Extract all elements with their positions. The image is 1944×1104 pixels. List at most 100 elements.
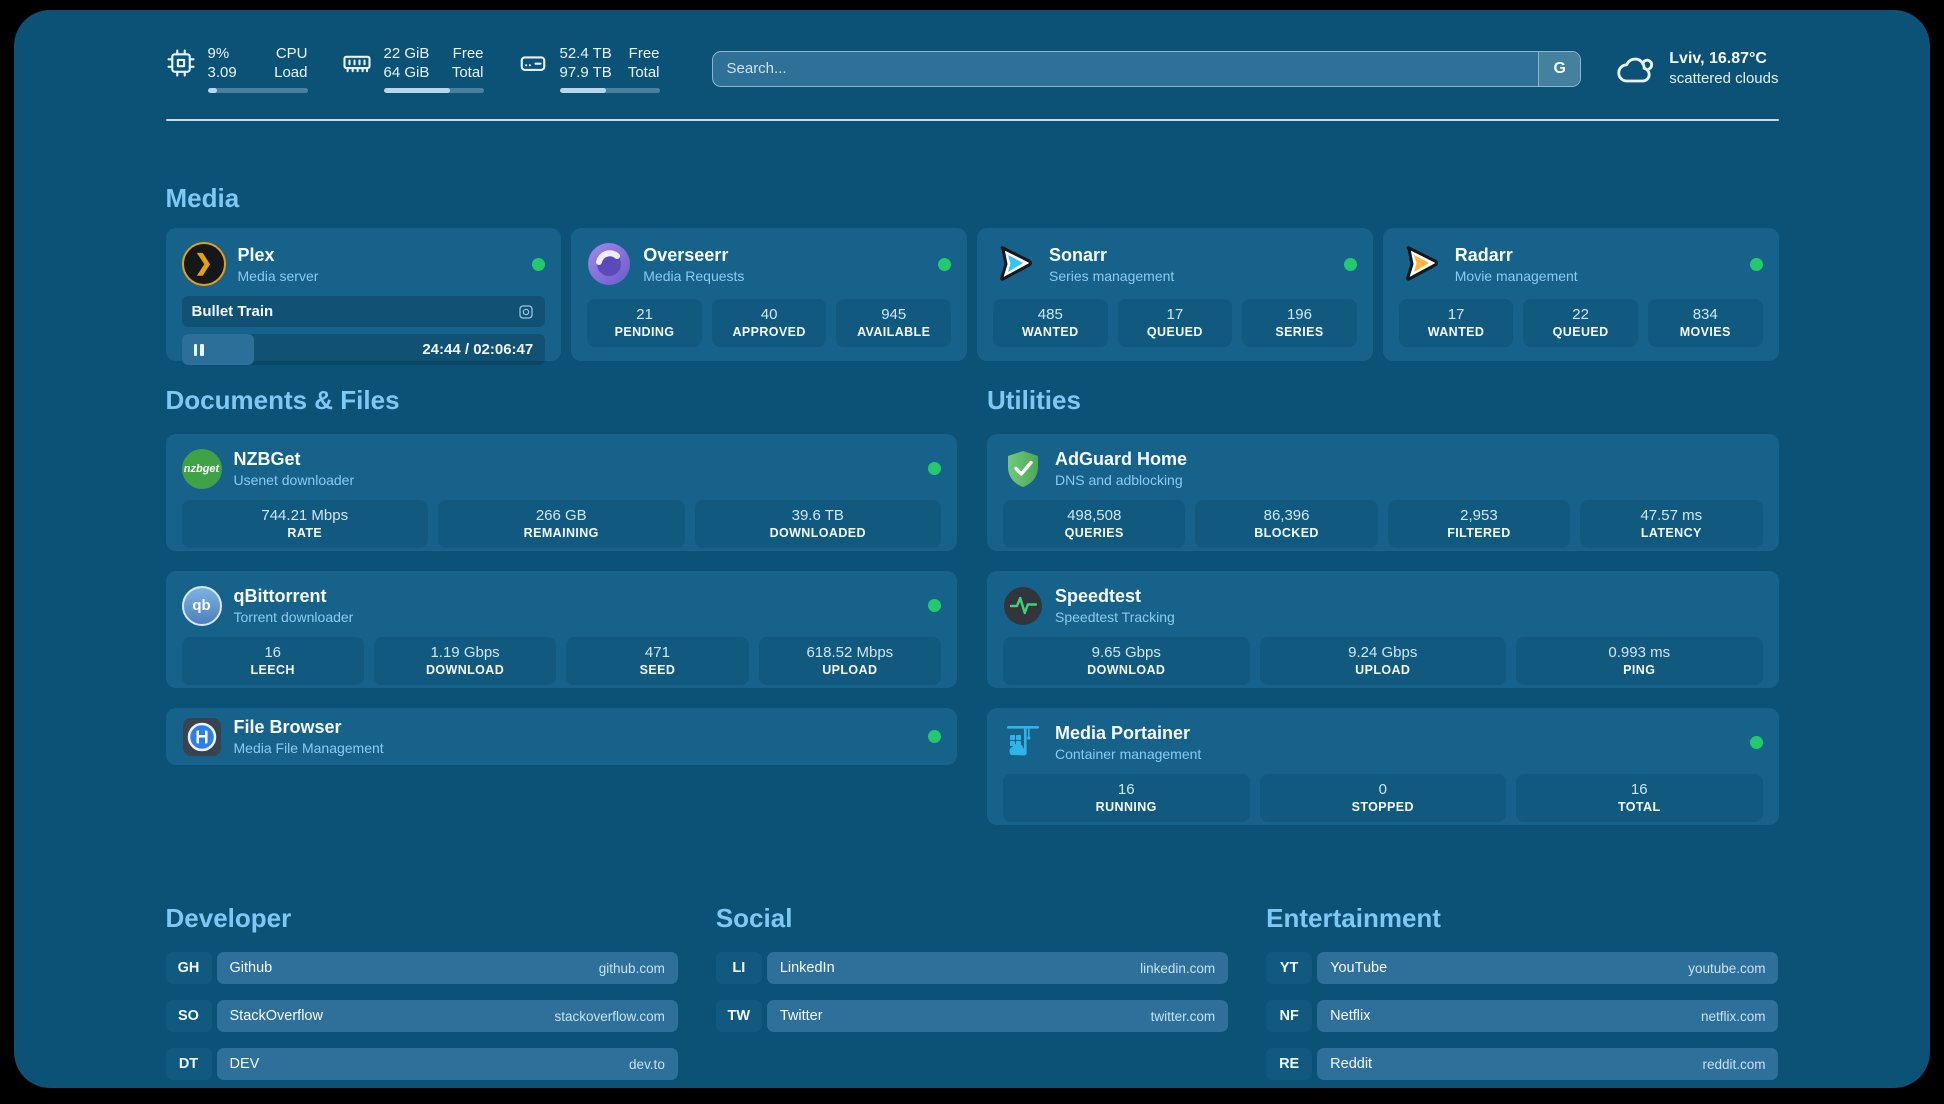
camera-icon[interactable]	[517, 303, 535, 321]
stat-tile: 744.21 Mbps RATE	[181, 500, 428, 548]
stat-tile: 17 WANTED	[1398, 299, 1514, 347]
nzbget-icon: nzbget	[181, 448, 222, 489]
disk-progress-bar	[559, 88, 660, 93]
stat-tile: 40 APPROVED	[711, 299, 827, 347]
app-subtitle: Speedtest Tracking	[1055, 609, 1175, 625]
stat-tile: 16 LEECH	[181, 637, 364, 685]
app-card-nzbget[interactable]: nzbget NZBGet Usenet downloader 744.21 M…	[165, 434, 957, 551]
portainer-icon	[1003, 723, 1043, 763]
weather-location-temp: Lviv, 16.87°C	[1669, 50, 1767, 67]
status-badge	[532, 257, 546, 271]
bookmark-twitter[interactable]: TW Twitter twitter.com	[715, 1000, 1229, 1032]
ram-label-1: Free	[452, 45, 484, 62]
bookmark-url: reddit.com	[1702, 1056, 1766, 1072]
bookmark-name: Reddit	[1330, 1056, 1373, 1072]
disk-stat: 52.4 TB Free 97.9 TB Total	[518, 44, 660, 93]
disk-label-2: Total	[627, 64, 660, 81]
app-title: File Browser	[233, 717, 342, 737]
bookmark-url: dev.to	[629, 1056, 665, 1072]
status-badge	[1343, 257, 1357, 271]
stat-tile: 0 STOPPED	[1259, 774, 1506, 822]
app-card-overseerr[interactable]: Overseerr Media Requests 21 PENDING 40 A…	[571, 228, 967, 361]
playback-time: 24:44 / 02:06:47	[422, 341, 534, 358]
app-card-portainer[interactable]: Media Portainer Container management 16 …	[987, 708, 1779, 825]
cpu-label-1: CPU	[275, 45, 308, 62]
stat-tile: 9.65 Gbps DOWNLOAD	[1003, 637, 1250, 685]
bookmark-abbr: YT	[1266, 952, 1313, 984]
app-title: NZBGet	[233, 449, 301, 469]
stat-tile: 39.6 TB DOWNLOADED	[694, 500, 941, 548]
cpu-label-2: Load	[274, 64, 308, 81]
qbittorrent-icon: qb	[181, 585, 222, 626]
cloud-icon	[1617, 57, 1654, 82]
stat-tile: 2,953 FILTERED	[1387, 500, 1571, 548]
app-card-filebrowser[interactable]: File Browser Media File Management	[165, 708, 957, 765]
stat-tile: 9.24 Gbps UPLOAD	[1259, 637, 1506, 685]
speedtest-icon	[1003, 586, 1043, 626]
disk-label-1: Free	[628, 45, 660, 62]
ram-icon	[342, 55, 371, 73]
stat-tile: 16 TOTAL	[1516, 774, 1763, 822]
stat-tile: 47.57 ms LATENCY	[1580, 500, 1763, 548]
stat-tile: 834 MOVIES	[1647, 299, 1763, 347]
bookmark-url: netflix.com	[1700, 1008, 1766, 1024]
playback-progress-bar[interactable]: 24:44 / 02:06:47	[181, 334, 546, 365]
bookmark-reddit[interactable]: RE Reddit reddit.com	[1266, 1048, 1779, 1080]
top-bar: 9% CPU 3.09 Load 22 GiB	[166, 10, 1779, 93]
app-card-plex[interactable]: ❯ Plex Media server Bullet Train	[165, 228, 562, 365]
bookmark-name: StackOverflow	[229, 1008, 323, 1024]
app-subtitle: Usenet downloader	[233, 472, 355, 488]
section-title-documents: Documents & Files	[165, 385, 400, 415]
app-subtitle: Series management	[1049, 267, 1175, 284]
sonarr-icon	[993, 242, 1037, 286]
app-card-adguard[interactable]: AdGuard Home DNS and adblocking 498,508 …	[987, 434, 1779, 551]
disk-icon	[520, 56, 545, 71]
cpu-icon	[166, 49, 195, 77]
section-title-media: Media	[165, 183, 240, 213]
ram-stat: 22 GiB Free 64 GiB Total	[342, 44, 484, 93]
stat-tile: 1.19 Gbps DOWNLOAD	[373, 637, 557, 685]
bookmark-youtube[interactable]: YT YouTube youtube.com	[1266, 952, 1779, 984]
stat-tile: 22 QUEUED	[1523, 299, 1638, 347]
stat-tile: 266 GB REMAINING	[438, 500, 685, 548]
disk-free-value: 52.4 TB	[559, 45, 612, 62]
stat-tile: 196 SERIES	[1242, 299, 1357, 347]
ram-free-value: 22 GiB	[383, 45, 430, 62]
app-card-qbittorrent[interactable]: qb qBittorrent Torrent downloader 16 LEE…	[165, 571, 957, 688]
plex-icon: ❯	[181, 242, 226, 286]
pause-icon[interactable]	[193, 343, 204, 356]
search-bar: G	[711, 50, 1582, 87]
app-title: Sonarr	[1049, 244, 1108, 265]
ram-progress-bar	[383, 88, 484, 93]
now-playing-title: Bullet Train	[191, 303, 274, 320]
bookmark-abbr: GH	[165, 952, 212, 984]
app-title: Radarr	[1454, 244, 1513, 265]
bookmark-url: twitter.com	[1150, 1008, 1216, 1024]
bookmark-netflix[interactable]: NF Netflix netflix.com	[1266, 1000, 1779, 1032]
bookmark-dev[interactable]: DT DEV dev.to	[165, 1048, 678, 1080]
weather-widget[interactable]: Lviv, 16.87°C scattered clouds	[1615, 49, 1779, 88]
app-card-speedtest[interactable]: Speedtest Speedtest Tracking 9.65 Gbps D…	[987, 571, 1779, 688]
search-engine-button[interactable]: G	[1538, 51, 1581, 86]
section-title-entertainment: Entertainment	[1266, 903, 1441, 933]
app-card-sonarr[interactable]: Sonarr Series management 485 WANTED 17 Q…	[977, 228, 1373, 361]
bookmark-github[interactable]: GH Github github.com	[165, 952, 678, 984]
section-title-social: Social	[715, 903, 793, 933]
app-title: qBittorrent	[233, 586, 327, 606]
header-divider	[165, 119, 1779, 121]
app-card-radarr[interactable]: Radarr Movie management 17 WANTED 22 QUE…	[1382, 228, 1779, 361]
status-badge	[1749, 736, 1763, 749]
bookmark-name: Netflix	[1330, 1008, 1371, 1024]
bookmark-linkedin[interactable]: LI LinkedIn linkedin.com	[715, 952, 1229, 984]
app-subtitle: Media Requests	[643, 267, 745, 284]
app-subtitle: Movie management	[1454, 267, 1578, 284]
stat-tile: 618.52 Mbps UPLOAD	[758, 637, 941, 685]
cpu-load-value: 3.09	[207, 64, 237, 81]
dashboard: 9% CPU 3.09 Load 22 GiB	[14, 10, 1930, 1088]
bookmark-stackoverflow[interactable]: SO StackOverflow stackoverflow.com	[165, 1000, 678, 1032]
bookmark-url: stackoverflow.com	[554, 1008, 665, 1024]
stat-tile: 945 AVAILABLE	[836, 299, 951, 347]
bookmark-abbr: SO	[165, 1000, 212, 1032]
search-input[interactable]	[712, 51, 1539, 86]
stat-tile: 17 QUEUED	[1117, 299, 1233, 347]
